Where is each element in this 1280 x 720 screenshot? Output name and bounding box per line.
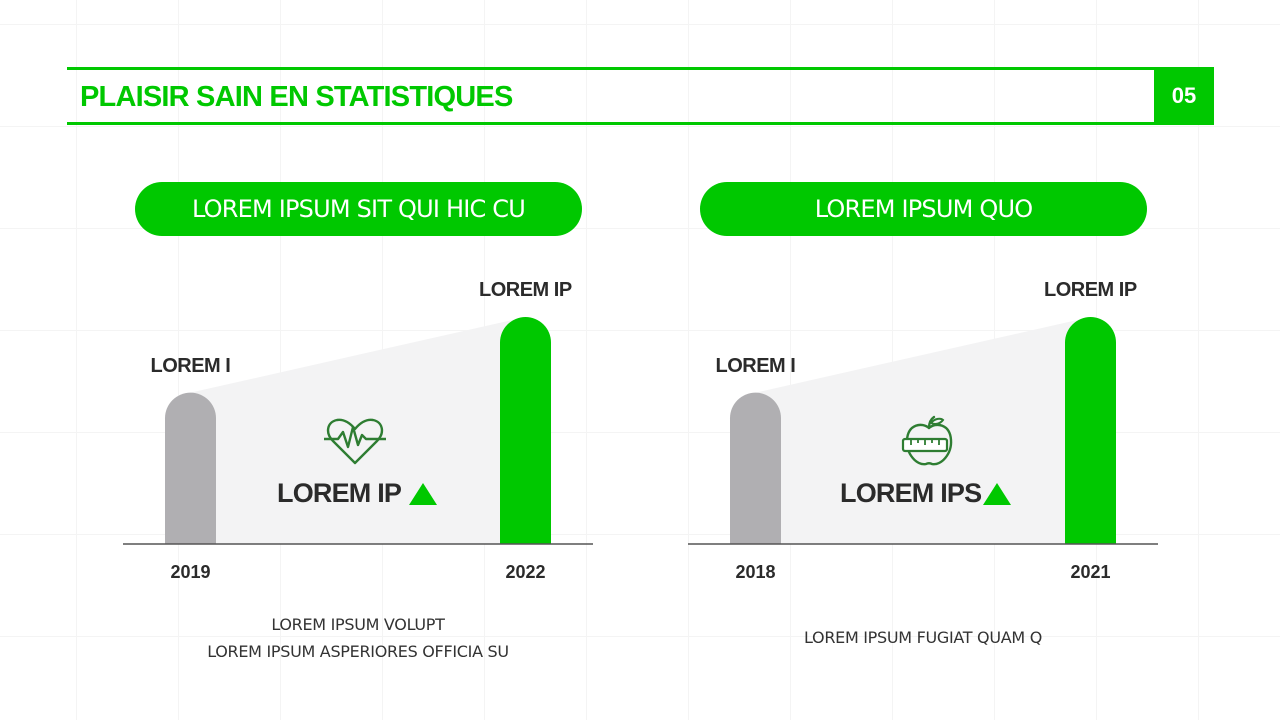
- panel-2-caption: LOREM IPSUM FUGIAT QUAM Q: [688, 624, 1158, 651]
- title-bar: PLAISIR SAIN EN STATISTIQUES 05: [67, 67, 1214, 125]
- center-stat-label: LOREM IP: [277, 478, 402, 508]
- bar-label-1: LOREM I: [715, 354, 796, 377]
- x-tick-label-1: 2019: [170, 562, 211, 582]
- bar-label-1: LOREM I: [150, 354, 231, 377]
- bar-2021: [1065, 317, 1116, 544]
- panel-1-caption: LOREM IPSUM VOLUPT LOREM IPSUM ASPERIORE…: [123, 611, 593, 665]
- trend-up-icon: [983, 482, 1012, 505]
- chart-2: LOREM I LOREM IP 2018 2021 LOREM IPS: [688, 279, 1158, 590]
- caption-line-2: LOREM IPSUM ASPERIORES OFFICIA SU: [207, 642, 509, 661]
- caption-line-1: LOREM IPSUM FUGIAT QUAM Q: [803, 628, 1042, 647]
- trend-up-icon: [409, 482, 438, 505]
- center-stat-1: LOREM IP: [277, 478, 438, 509]
- caption-line-1: LOREM IPSUM VOLUPT: [271, 615, 445, 634]
- bar-2018: [730, 392, 781, 544]
- chart-1-svg: [123, 317, 593, 545]
- bar-label-2: LOREM IP: [1044, 279, 1137, 301]
- center-stat-2: LOREM IPS: [840, 478, 1012, 509]
- panel-1-pill: LOREM IPSUM SIT QUI HIC CU: [135, 182, 582, 236]
- center-stat-label: LOREM IPS: [840, 478, 982, 508]
- chart-1: LOREM I LOREM IP 2019 2022 LOREM IP: [123, 279, 593, 590]
- comparison-area: [190, 317, 526, 544]
- bar-label-2: LOREM IP: [479, 279, 572, 301]
- x-tick-label-2: 2022: [505, 562, 546, 582]
- panel-2-pill: LOREM IPSUM QUO: [700, 182, 1147, 236]
- bar-2019: [165, 392, 216, 544]
- page-number-badge: 05: [1154, 67, 1214, 125]
- page-title: PLAISIR SAIN EN STATISTIQUES: [80, 81, 513, 113]
- bar-2022: [500, 317, 551, 544]
- x-tick-label-1: 2018: [735, 562, 776, 582]
- x-tick-label-2: 2021: [1070, 562, 1111, 582]
